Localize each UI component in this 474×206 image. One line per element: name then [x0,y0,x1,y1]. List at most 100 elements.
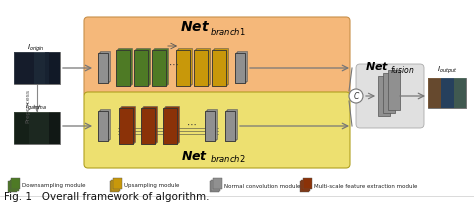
Bar [194,50,208,86]
Bar [383,73,395,113]
Bar [155,48,168,84]
Bar [110,181,119,192]
Bar [99,110,109,140]
Text: $\it{fusion}$: $\it{fusion}$ [390,63,415,75]
Bar [120,107,134,143]
Bar [454,78,466,108]
Bar [214,48,228,84]
Bar [235,53,245,83]
Bar [14,52,34,84]
Bar [119,108,133,144]
Text: $\cdots$: $\cdots$ [186,119,196,129]
Bar [29,112,49,144]
Bar [303,178,312,189]
Bar [121,106,136,142]
Text: $\it{branch1}$: $\it{branch1}$ [210,26,246,36]
Bar [163,108,177,144]
Bar [141,108,155,144]
Bar [98,111,108,141]
Bar [235,53,245,83]
Bar [300,181,309,192]
FancyBboxPatch shape [356,64,424,128]
Bar [14,112,60,144]
Text: $I_{origin}$: $I_{origin}$ [27,42,45,54]
Bar [194,50,208,86]
Bar [212,50,226,86]
Bar [225,111,235,141]
Bar [441,78,454,108]
FancyBboxPatch shape [84,17,350,97]
Bar [137,48,150,84]
Bar [236,52,246,82]
Bar [388,70,400,110]
Bar [205,111,215,141]
Bar [428,78,441,108]
Bar [212,50,226,86]
Bar [196,48,210,84]
Bar [301,179,310,191]
Bar [134,50,148,86]
Bar [34,52,49,84]
Bar [213,178,222,189]
Bar [116,50,130,86]
Bar [213,49,227,85]
Text: Preprocess: Preprocess [26,89,30,123]
Text: Downsampling module: Downsampling module [22,184,85,188]
Bar [165,106,179,142]
Bar [237,51,247,81]
Bar [228,109,237,139]
Bar [152,50,166,86]
Bar [100,51,110,81]
Bar [14,112,29,144]
Text: $I_{output}$: $I_{output}$ [437,64,457,76]
Bar [11,178,20,189]
Text: C: C [353,91,359,101]
Text: $I_{gamma}$: $I_{gamma}$ [25,102,47,113]
Bar [226,110,236,140]
Bar [428,78,466,108]
Text: $\bfit{Net}$: $\bfit{Net}$ [180,20,210,34]
Bar [164,107,178,143]
Bar [176,50,190,86]
Bar [142,107,156,143]
Bar [98,53,108,83]
Bar [177,49,191,85]
Text: $\bfit{Net}$: $\bfit{Net}$ [182,150,209,163]
Bar [45,52,60,84]
Text: Normal convolution module: Normal convolution module [224,184,301,188]
Text: Multi-scale feature extraction module: Multi-scale feature extraction module [314,184,418,188]
Bar [116,50,130,86]
Bar [208,109,218,139]
Bar [100,109,110,139]
Bar [117,49,131,85]
Bar [119,108,133,144]
Bar [8,181,17,192]
Bar [205,111,215,141]
Bar [9,179,18,191]
Bar [178,48,192,84]
Bar [163,108,177,144]
Bar [195,49,209,85]
Bar [144,106,157,142]
Text: $\it{branch2}$: $\it{branch2}$ [210,153,246,165]
Bar [113,178,122,189]
Bar [135,49,149,85]
Bar [118,48,132,84]
FancyBboxPatch shape [84,92,350,168]
Bar [98,111,108,141]
Bar [49,112,60,144]
Bar [225,111,235,141]
Bar [153,49,167,85]
Bar [99,52,109,82]
Circle shape [349,89,363,103]
Bar [98,53,108,83]
Bar [134,50,148,86]
Bar [176,50,190,86]
Bar [211,179,220,191]
Text: Upsampling module: Upsampling module [124,184,179,188]
Bar [152,50,166,86]
Bar [210,181,219,192]
Text: $\cdots$: $\cdots$ [168,59,178,69]
Bar [206,110,216,140]
Bar [378,76,390,116]
